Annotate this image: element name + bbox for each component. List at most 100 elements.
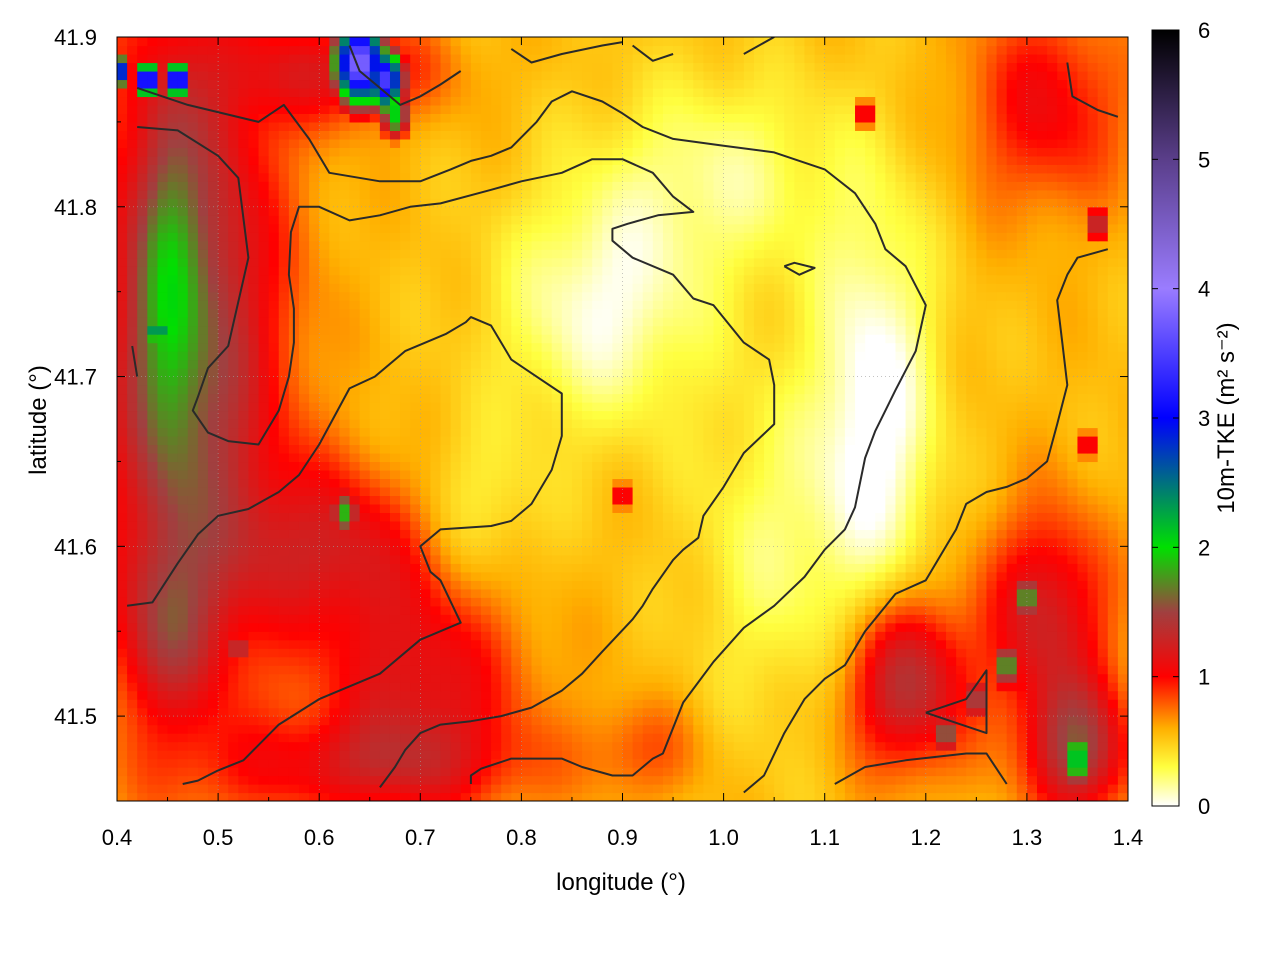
heat-cell: [359, 546, 371, 556]
heat-cell: [966, 622, 977, 632]
heat-cell: [844, 673, 856, 683]
heat-cell: [288, 512, 300, 522]
heat-cell: [774, 563, 785, 573]
heat-cell: [956, 571, 967, 581]
heat-cell: [187, 478, 199, 488]
heat-cell: [349, 495, 361, 505]
heat-cell: [602, 478, 613, 488]
heat-cell: [1006, 784, 1018, 794]
heat-cell: [117, 741, 128, 751]
heat-cell: [885, 469, 897, 480]
heat-cell: [582, 512, 593, 522]
heat-cell: [420, 614, 432, 624]
heat-cell: [875, 503, 886, 513]
heat-cell: [147, 385, 159, 395]
heat-cell: [410, 546, 421, 556]
heat-cell: [986, 410, 998, 420]
heat-cell: [925, 402, 937, 412]
heat-cell: [248, 503, 260, 513]
heat-cell: [207, 469, 219, 480]
heat-cell: [157, 716, 169, 726]
heatmap-field: [117, 37, 1128, 801]
heat-cell: [612, 469, 624, 480]
heat-cell: [389, 452, 401, 463]
heat-cell: [946, 563, 957, 573]
heat-cell: [885, 376, 897, 386]
heat-cell: [905, 571, 917, 581]
heat-cell: [1016, 724, 1028, 734]
heat-cell: [450, 724, 462, 734]
heat-cell: [1037, 741, 1048, 751]
heat-cell: [935, 580, 947, 590]
heat-cell: [309, 444, 320, 454]
heat-cell: [389, 639, 401, 649]
heat-cell: [420, 673, 432, 683]
heat-cell: [1087, 435, 1099, 446]
heat-cell: [1087, 376, 1099, 386]
heat-cell: [137, 758, 148, 768]
heat-cell: [824, 435, 836, 446]
heat-cell: [834, 427, 846, 437]
heat-cell: [491, 639, 502, 649]
heat-cell: [400, 784, 411, 794]
heat-cell: [834, 690, 846, 700]
heat-cell: [298, 393, 310, 403]
heat-cell: [602, 767, 613, 777]
heat-cell: [238, 512, 250, 522]
heat-cell: [298, 673, 310, 683]
heat-cell: [632, 520, 644, 530]
heat-cell: [450, 495, 462, 505]
heat-cell: [541, 419, 553, 429]
heat-cell: [359, 419, 371, 429]
heat-cell: [1037, 563, 1048, 573]
heat-cell: [905, 724, 917, 734]
heat-cell: [814, 741, 826, 751]
heat-cell: [258, 580, 270, 590]
heat-cell: [278, 784, 290, 794]
heat-cell: [834, 402, 846, 412]
heat-cell: [511, 376, 522, 386]
heat-cell: [865, 682, 876, 692]
heat-cell: [693, 682, 704, 692]
heat-cell: [1097, 410, 1109, 420]
heat-cell: [733, 469, 745, 480]
heat-cell: [713, 503, 725, 513]
heat-cell: [764, 699, 775, 709]
heat-cell: [238, 419, 250, 429]
heat-cell: [673, 639, 684, 649]
heat-cell: [652, 758, 664, 768]
heat-cell: [157, 588, 169, 598]
heat-cell: [218, 503, 229, 513]
heat-cell: [794, 503, 806, 513]
heat-cell: [905, 733, 917, 743]
heat-cell: [814, 775, 826, 785]
heat-cell: [662, 656, 674, 666]
heat-cell: [521, 546, 533, 556]
heat-cell: [703, 410, 715, 420]
heat-cell: [865, 758, 876, 768]
heat-cell: [541, 597, 553, 607]
heat-cell: [996, 716, 1008, 726]
heat-cell: [844, 656, 856, 666]
heat-cell: [764, 495, 775, 505]
heat-cell: [582, 376, 593, 386]
heat-cell: [1117, 767, 1128, 777]
heat-cell: [207, 699, 219, 709]
heat-cell: [268, 580, 280, 590]
heat-cell: [258, 707, 270, 717]
heat-cell: [844, 546, 856, 556]
heat-cell: [713, 410, 725, 420]
heat-cell: [339, 588, 351, 598]
heat-cell: [662, 461, 674, 471]
heat-cell: [855, 520, 866, 530]
heat-cell: [723, 495, 735, 505]
heat-cell: [713, 656, 725, 666]
heat-cell: [460, 775, 472, 785]
heat-cell: [187, 563, 199, 573]
heat-cell: [1067, 614, 1079, 624]
heat-cell: [1087, 597, 1099, 607]
heat-cell: [349, 792, 361, 801]
heat-cell: [794, 784, 806, 794]
heat-cell: [470, 410, 482, 420]
heat-cell: [430, 758, 442, 768]
